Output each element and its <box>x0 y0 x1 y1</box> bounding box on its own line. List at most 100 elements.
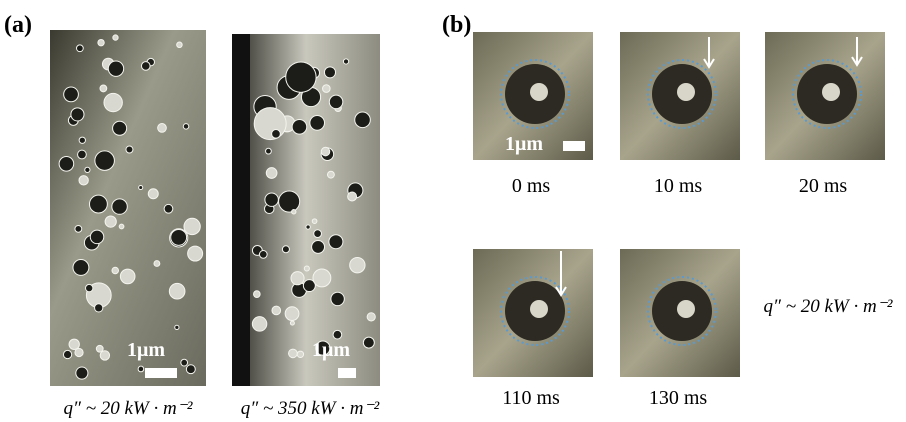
bubble <box>292 210 296 214</box>
bubble <box>323 85 331 93</box>
photo <box>50 30 206 386</box>
bubble <box>105 216 116 227</box>
bubble <box>86 284 93 291</box>
bubble <box>312 219 317 224</box>
bubble <box>76 367 88 379</box>
scale-bar <box>145 368 177 378</box>
bubble <box>252 317 266 331</box>
bubble <box>158 124 167 133</box>
heat-flux: q″ ~ 20 kW · m⁻² <box>764 296 893 317</box>
scale-label: 1μm <box>312 339 350 361</box>
bubble <box>154 261 160 267</box>
bubble <box>175 325 179 329</box>
bubble <box>327 171 334 178</box>
frame-time: 130 ms <box>649 387 708 409</box>
bubble <box>126 146 133 153</box>
bubble <box>120 269 135 284</box>
bubble <box>71 108 84 121</box>
bubble <box>184 218 200 234</box>
bubble <box>331 292 344 305</box>
bubble <box>355 112 371 128</box>
bubble <box>119 224 124 229</box>
scale-bar <box>338 368 356 378</box>
bubble <box>343 59 348 64</box>
bubble <box>292 120 307 135</box>
bubble <box>75 348 83 356</box>
bubble <box>312 240 325 253</box>
bubble <box>329 235 343 249</box>
bubble <box>363 337 374 348</box>
bubble-highlight <box>530 300 548 318</box>
frame-time: 10 ms <box>654 175 703 197</box>
bubble <box>272 130 281 139</box>
bubble <box>188 246 203 261</box>
bubble <box>254 108 286 140</box>
panel-label: (a) <box>4 12 32 38</box>
bubble <box>85 167 90 172</box>
bubble <box>329 95 343 109</box>
bubble <box>59 157 74 172</box>
bubble <box>285 307 299 321</box>
bubble <box>265 193 278 206</box>
bubble <box>98 39 104 45</box>
bubble <box>310 116 325 131</box>
bubble <box>314 230 322 238</box>
bubble <box>291 272 304 285</box>
bubble <box>171 229 187 245</box>
scale-label: 1μm <box>127 339 165 361</box>
bubble-highlight <box>822 83 840 101</box>
bubble <box>313 269 331 287</box>
bubble <box>141 62 150 71</box>
frame-time: 20 ms <box>799 175 848 197</box>
bubble <box>348 192 357 201</box>
figure: (a) 1μm 1μm q″ ~ 20 kW · m⁻² q″ ~ 350 kW… <box>0 0 906 422</box>
bubble <box>112 267 119 274</box>
bubble <box>79 176 88 185</box>
bubble <box>272 306 281 315</box>
bubble <box>350 257 365 272</box>
bubble-highlight <box>530 83 548 101</box>
panel-label: (b) <box>442 12 471 38</box>
bubble <box>90 230 103 243</box>
bubble <box>290 321 294 325</box>
bubble <box>297 351 303 357</box>
bubble <box>282 246 289 253</box>
bubble <box>95 304 103 312</box>
bubble <box>286 62 316 92</box>
bubble <box>90 195 108 213</box>
bubble <box>183 124 189 130</box>
bubble <box>148 189 158 199</box>
scale-bar <box>563 141 585 151</box>
bubble <box>138 366 144 372</box>
bubble <box>73 260 89 276</box>
bubble <box>259 251 267 259</box>
bubble <box>63 350 71 358</box>
bubble <box>266 168 277 179</box>
bubble <box>304 266 309 271</box>
bubble-highlight <box>677 300 695 318</box>
bubble <box>76 45 83 52</box>
bubble <box>367 313 375 321</box>
bubble <box>108 61 123 76</box>
frame-time: 0 ms <box>512 175 551 197</box>
bubble <box>164 204 173 213</box>
bubble <box>306 225 310 229</box>
bubble <box>75 225 82 232</box>
bubble <box>186 365 195 374</box>
bubble <box>113 35 118 40</box>
bubble <box>321 147 330 156</box>
bubble <box>139 185 143 189</box>
bubble <box>289 349 298 358</box>
frame-time: 110 ms <box>502 387 560 409</box>
scale-label: 1μm <box>505 133 543 155</box>
caption: q″ ~ 350 kW · m⁻² <box>241 398 380 419</box>
bubble <box>324 67 335 78</box>
bubble <box>96 345 103 352</box>
bubble <box>64 87 79 102</box>
bubble <box>95 151 115 171</box>
bubble <box>177 42 183 48</box>
bubble <box>79 137 85 143</box>
bubble <box>169 283 185 299</box>
bubble <box>69 339 79 349</box>
bubble <box>100 85 107 92</box>
